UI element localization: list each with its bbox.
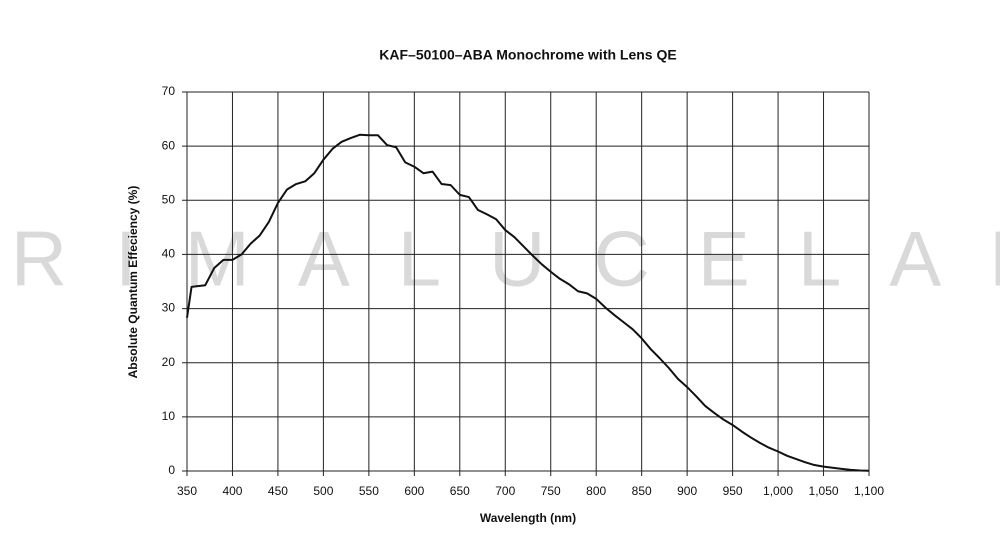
y-tick-label: 40 [162, 247, 176, 261]
x-tick-label: 1,050 [809, 484, 839, 498]
y-tick-label: 30 [162, 301, 176, 315]
data-line [186, 133, 870, 472]
x-tick-label: 500 [313, 484, 333, 498]
x-tick-label: 450 [268, 484, 288, 498]
x-tick-label: 600 [404, 484, 424, 498]
x-axis-label: Wavelength (nm) [480, 511, 576, 525]
chart-title: KAF–50100–ABA Monochrome with Lens QE [379, 47, 676, 63]
x-tick-label: 700 [495, 484, 515, 498]
x-tick-label: 350 [177, 484, 197, 498]
x-tick-label: 1,000 [763, 484, 793, 498]
x-tick-label: 400 [222, 484, 242, 498]
x-tick-label: 550 [359, 484, 379, 498]
y-tick-label: 10 [162, 409, 176, 423]
x-tick-label: 850 [632, 484, 652, 498]
y-tick-label: 60 [162, 138, 176, 152]
x-tick-label: 650 [450, 484, 470, 498]
watermark: PRIMALUCELAB [0, 215, 1000, 303]
x-tick-label: 950 [723, 484, 743, 498]
x-tick-label: 900 [677, 484, 697, 498]
y-tick-label: 50 [162, 192, 176, 206]
y-tick-label: 70 [162, 84, 176, 98]
y-axis-label: Absolute Quantum Effeciency (%) [126, 186, 140, 379]
y-tick-label: 0 [168, 463, 175, 477]
x-tick-label: 1,100 [854, 484, 884, 498]
x-tick-label: 750 [541, 484, 561, 498]
x-tick-label: 800 [586, 484, 606, 498]
y-tick-label: 20 [162, 355, 176, 369]
